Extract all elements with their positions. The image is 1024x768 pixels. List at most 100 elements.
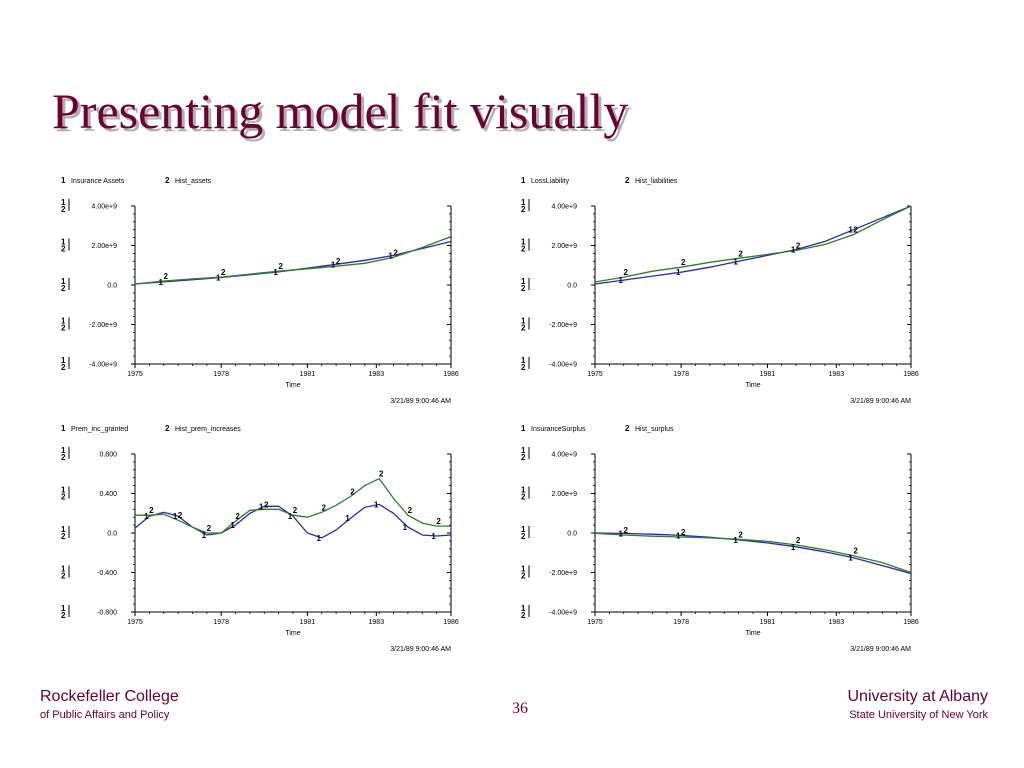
y-tick-label: -2.00e+9 — [549, 322, 577, 329]
timestamp: 3/21/89 9:00:46 AM — [850, 398, 911, 405]
timestamp: 3/21/89 9:00:46 AM — [390, 646, 451, 653]
series-point-label-1: 1 — [619, 529, 624, 538]
series-point-label-1: 1 — [403, 523, 408, 532]
y-series-marker-2: 2 — [61, 572, 66, 581]
y-tick-label: 2.00e+9 — [92, 243, 118, 250]
y-series-marker-1: 1 — [61, 238, 66, 247]
y-series-marker-2: 2 — [61, 453, 66, 462]
slide-title: Presenting model fit visually — [52, 83, 629, 139]
series-point-label-2: 2 — [853, 226, 858, 235]
series-point-label-1: 1 — [848, 226, 853, 235]
x-tick-label: 1983 — [829, 619, 845, 626]
y-series-marker-1: 1 — [521, 317, 526, 326]
series-point-label-2: 2 — [853, 547, 858, 556]
y-tick-label: -4.00e+9 — [549, 362, 577, 369]
y-tick-label: 0.0 — [567, 531, 577, 538]
y-tick-label: -0.400 — [97, 570, 117, 577]
series-point-label-2: 2 — [738, 249, 743, 258]
series-point-label-2: 2 — [178, 511, 183, 520]
series-point-label-1: 1 — [331, 260, 336, 269]
x-axis-label: Time — [745, 382, 760, 389]
y-series-marker-2: 2 — [521, 205, 526, 214]
x-tick-label: 1986 — [443, 371, 459, 378]
y-tick-label: 2.00e+9 — [552, 491, 578, 498]
legend-label: Hist_prem_increases — [175, 426, 241, 433]
timestamp: 3/21/89 9:00:46 AM — [390, 398, 451, 405]
x-tick-label: 1981 — [300, 619, 316, 626]
x-tick-label: 1978 — [213, 619, 229, 626]
x-tick-label: 1981 — [760, 619, 776, 626]
series-point-label-1: 1 — [173, 512, 178, 521]
y-series-marker-2: 2 — [61, 611, 66, 620]
chart-svg: 1 Prem_inc_granted 2 Hist_prem_increases 0.8… — [61, 424, 459, 653]
series-point-label-2: 2 — [221, 268, 226, 277]
y-series-marker-1: 1 — [521, 198, 526, 207]
series-point-label-1: 1 — [791, 245, 796, 254]
x-tick-label: 1978 — [673, 371, 689, 378]
series-point-label-2: 2 — [164, 272, 169, 281]
footer-right-line1: University at Albany — [847, 688, 988, 705]
series-point-label-2: 2 — [681, 258, 686, 267]
series-line-2 — [594, 205, 912, 283]
x-axis-label: Time — [285, 630, 300, 637]
legend-label: Hist_surplus — [635, 426, 674, 433]
y-series-marker-2: 2 — [521, 532, 526, 541]
series-point-label-2: 2 — [681, 528, 686, 537]
y-series-marker-2: 2 — [61, 324, 66, 333]
y-series-marker-2: 2 — [521, 493, 526, 502]
chart-insurance-surplus: 1 InsuranceSurplus 2 Hist_surplus 4.00e+9 1 2 2… — [515, 416, 919, 661]
series-point-label-1: 1 — [202, 531, 207, 540]
legend-label: Hist_assets — [175, 178, 212, 185]
y-tick-label: 2.00e+9 — [552, 243, 578, 250]
series-point-label-2: 2 — [624, 526, 629, 535]
series-point-label-2: 2 — [207, 524, 212, 533]
series-point-label-1: 1 — [619, 276, 624, 285]
legend-label: Prem_inc_granted — [71, 426, 128, 433]
series-point-label-1: 1 — [273, 268, 278, 277]
y-series-marker-2: 2 — [521, 611, 526, 620]
series-line-1 — [134, 240, 452, 285]
series-line-1 — [594, 205, 912, 285]
footer-left: Rockefeller College of Public Affairs an… — [40, 688, 179, 721]
series-point-label-2: 2 — [149, 506, 154, 515]
x-tick-label: 1986 — [443, 619, 459, 626]
series-point-label-2: 2 — [796, 536, 801, 545]
y-series-marker-2: 2 — [61, 284, 66, 293]
legend-marker: 1 — [521, 424, 526, 433]
y-series-marker-2: 2 — [61, 363, 66, 372]
legend-marker: 2 — [625, 424, 630, 433]
y-series-marker-2: 2 — [521, 245, 526, 254]
x-tick-label: 1975 — [587, 371, 603, 378]
y-tick-label: 0.400 — [99, 491, 117, 498]
series-point-label-1: 1 — [288, 512, 293, 521]
y-series-marker-1: 1 — [61, 604, 66, 613]
x-axis-label: Time — [745, 630, 760, 637]
series-point-label-2: 2 — [336, 257, 341, 266]
x-tick-label: 1981 — [300, 371, 316, 378]
y-series-marker-2: 2 — [61, 532, 66, 541]
x-tick-label: 1983 — [369, 371, 385, 378]
x-tick-label: 1981 — [760, 371, 776, 378]
y-series-marker-2: 2 — [521, 324, 526, 333]
series-point-label-1: 1 — [345, 514, 350, 523]
y-series-marker-1: 1 — [61, 356, 66, 365]
y-series-marker-1: 1 — [521, 486, 526, 495]
series-point-label-2: 2 — [436, 517, 441, 526]
x-tick-label: 1975 — [587, 619, 603, 626]
series-line-2 — [135, 477, 451, 534]
legend-marker: 2 — [165, 424, 170, 433]
y-series-marker-1: 1 — [521, 525, 526, 534]
page-number: 36 — [512, 700, 528, 717]
series-point-label-1: 1 — [388, 251, 393, 260]
chart-prem-inc-granted: 1 Prem_inc_granted 2 Hist_prem_increases 0.8… — [55, 416, 459, 661]
legend-marker: 1 — [61, 424, 66, 433]
series-point-label-2: 2 — [350, 487, 355, 496]
chart-svg: 1 LossLiability 2 Hist_liabilities4.00e+912… — [521, 176, 919, 405]
x-tick-label: 1975 — [127, 619, 143, 626]
series-point-label-2: 2 — [322, 503, 327, 512]
y-tick-label: -2.00e+9 — [89, 322, 117, 329]
y-tick-label: -4.00e+9 — [89, 362, 117, 369]
y-tick-label: -2.00e+9 — [549, 570, 577, 577]
series-point-label-2: 2 — [264, 500, 269, 509]
x-tick-label: 1983 — [369, 619, 385, 626]
